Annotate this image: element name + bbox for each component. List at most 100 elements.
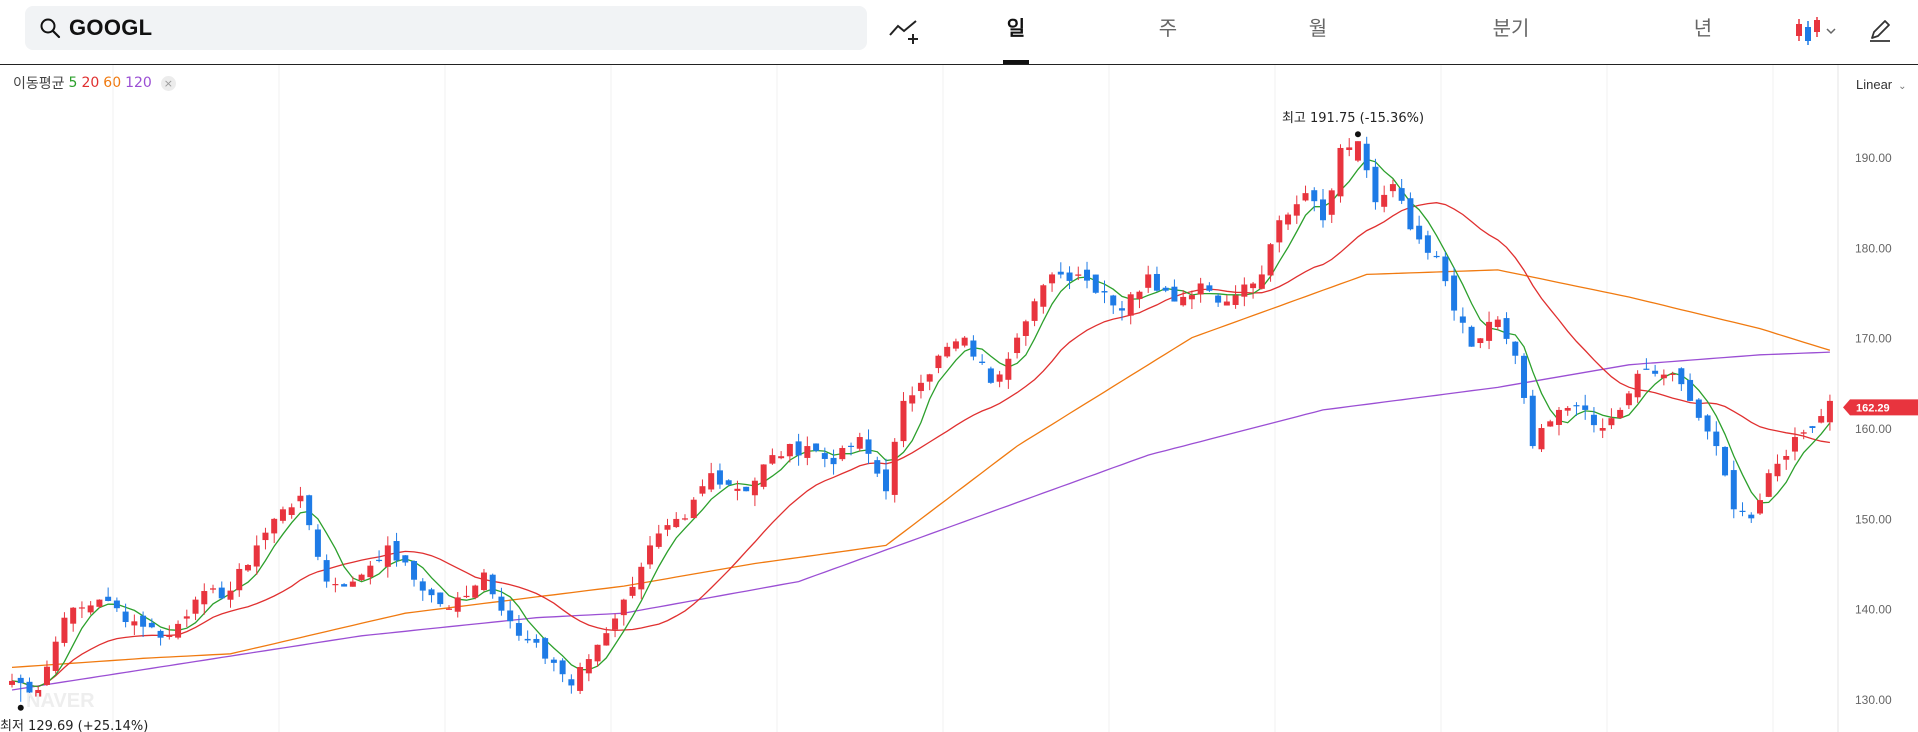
candle-body: [341, 584, 348, 587]
tab-quarterly[interactable]: 분기: [1492, 16, 1530, 40]
candle-body: [1057, 271, 1064, 275]
candle-body: [1136, 291, 1143, 299]
scale-selector[interactable]: Linear ⌄: [1856, 77, 1907, 92]
candle-body: [166, 635, 173, 637]
candle-body: [690, 499, 697, 519]
tab-daily[interactable]: 일: [981, 12, 1051, 64]
candle-body: [17, 677, 24, 684]
trend-add-icon[interactable]: [888, 17, 920, 45]
candle-body: [891, 441, 898, 495]
candle-body: [1617, 409, 1624, 418]
candle-body: [1180, 296, 1187, 306]
pencil-icon[interactable]: [1866, 16, 1894, 44]
candle-body: [1363, 143, 1370, 171]
candle-body: [244, 564, 251, 571]
tab-yearly[interactable]: 년: [1693, 16, 1713, 40]
candle-body: [1293, 204, 1300, 216]
candle-body: [1040, 285, 1047, 307]
candle-body: [1451, 275, 1458, 311]
candle-body: [1398, 188, 1405, 201]
candle-body: [1774, 463, 1781, 477]
candle-body: [917, 382, 924, 392]
current-price-label: 162.29: [1856, 402, 1890, 414]
low-marker: [17, 704, 24, 711]
candle-body: [1573, 405, 1580, 407]
candle-body: [1162, 287, 1169, 291]
candle-body: [1695, 399, 1702, 418]
candle-body: [1267, 244, 1274, 276]
candle-body: [419, 581, 426, 591]
candle-body: [35, 689, 42, 697]
candle-body: [87, 605, 94, 613]
ma-remove-icon[interactable]: ×: [160, 75, 176, 91]
candle-body: [175, 623, 182, 638]
candle-body: [594, 644, 601, 662]
candle-body: [446, 608, 452, 610]
candle-body: [1014, 337, 1021, 354]
candle-body: [1022, 321, 1029, 336]
candle-body: [323, 560, 330, 582]
tab-monthly[interactable]: 월: [1308, 16, 1328, 40]
candle-body: [1459, 316, 1466, 323]
candle-body: [271, 518, 278, 534]
candle-body: [1092, 274, 1099, 293]
candle-body: [1765, 473, 1772, 497]
candle-body: [1066, 272, 1073, 281]
scale-label: Linear: [1856, 77, 1893, 92]
candle-body: [1031, 301, 1038, 321]
ma60-line: [11, 269, 1831, 669]
candle-body: [1809, 426, 1816, 428]
candle-body: [105, 596, 112, 601]
candle-body: [1757, 500, 1763, 514]
candle-body: [61, 617, 68, 643]
candle-body: [874, 460, 881, 474]
candle-body: [1512, 341, 1519, 356]
ma5-line: [11, 158, 1831, 688]
candle-body: [148, 622, 155, 628]
candle-body: [1555, 409, 1562, 425]
candle-body: [1486, 321, 1493, 341]
candle-body: [1818, 416, 1825, 423]
y-tick-label: 180.00: [1855, 241, 1892, 255]
candle-body: [1118, 308, 1125, 311]
candle-body: [638, 566, 645, 590]
ma-period-5: 5: [68, 75, 78, 91]
candle-body: [1800, 432, 1807, 434]
candle-body: [9, 680, 15, 685]
candle-body: [1783, 455, 1790, 460]
candle-body: [1084, 269, 1091, 281]
candle-body: [1101, 291, 1108, 293]
candle-body: [43, 666, 50, 685]
candle-body: [856, 437, 863, 449]
candle-body: [760, 464, 767, 487]
search-box[interactable]: GOOGL: [25, 6, 867, 50]
candle-body: [113, 600, 120, 609]
candle-body: [288, 507, 295, 515]
high-marker: [1354, 131, 1361, 138]
candle-body: [629, 586, 636, 596]
candle-body: [821, 453, 828, 459]
candle-body: [1258, 274, 1265, 289]
candle-body: [1687, 379, 1694, 401]
candle-body: [349, 581, 356, 587]
candle-body: [26, 681, 33, 693]
ma120-line: [11, 351, 1830, 691]
candle-body: [778, 456, 785, 459]
ma-period-60: 60: [103, 75, 122, 91]
tab-weekly[interactable]: 주: [1158, 16, 1178, 40]
candle-body: [1494, 319, 1501, 327]
candle-body: [1232, 295, 1239, 305]
candle-body: [428, 589, 435, 596]
candlestick-icon[interactable]: [1793, 15, 1843, 47]
candle-body: [1153, 273, 1160, 291]
candle-body: [1223, 301, 1230, 306]
search-input[interactable]: GOOGL: [69, 15, 153, 40]
candlestick-chart[interactable]: 130.00 140.00 150.00 160.00 170.00 180.00 190.…: [0, 65, 1918, 732]
candle-body: [1285, 214, 1292, 225]
candle-body: [1075, 274, 1082, 276]
candle-body: [1354, 141, 1361, 161]
candle-body: [655, 533, 662, 547]
candle-body: [996, 374, 1003, 382]
candle-body: [402, 555, 409, 563]
candle-body: [1704, 415, 1711, 432]
